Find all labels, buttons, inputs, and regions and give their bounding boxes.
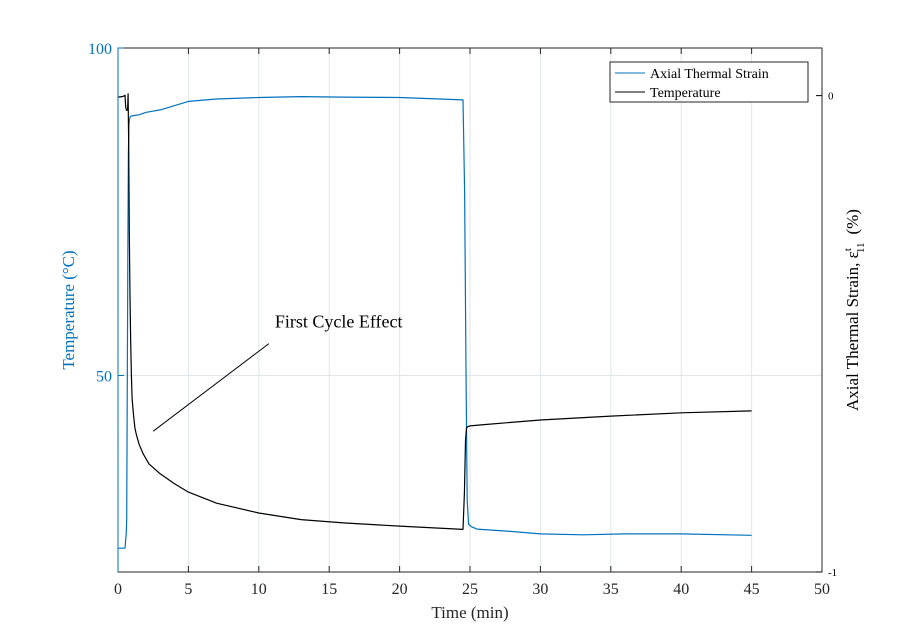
y-axis-label-right: Axial Thermal Strain, εt11 (%) xyxy=(842,209,867,411)
legend-label-temperature: Temperature xyxy=(650,86,721,101)
y-axis-label-left: Temperature (°C) xyxy=(59,250,78,369)
y-axis-label-right-main: Axial Thermal Strain, ε xyxy=(843,251,862,411)
axis-ticks: 0 5 10 15 20 25 30 35 40 45 50 50 100 0 -1 xyxy=(88,41,837,598)
x-tick-label: 25 xyxy=(462,581,478,598)
x-tick-label: 0 xyxy=(114,581,122,598)
plot-series xyxy=(117,93,752,549)
legend-box xyxy=(609,61,809,103)
series-line-temperature xyxy=(117,93,752,530)
x-tick-label: 45 xyxy=(744,581,760,598)
x-axis-label: Time (min) xyxy=(431,603,508,622)
x-tick-label: 15 xyxy=(321,581,337,598)
legend: Axial Thermal Strain Temperature xyxy=(609,61,809,103)
x-tick-label: 10 xyxy=(251,581,267,598)
annotation-arrow xyxy=(152,343,270,432)
series-line-strain xyxy=(118,96,752,549)
y-axis-label-right-sub: 11 xyxy=(855,243,867,254)
grid xyxy=(118,48,822,572)
annotation: First Cycle Effect xyxy=(152,312,403,432)
legend-label-strain: Axial Thermal Strain xyxy=(650,67,769,82)
x-tick-label: 50 xyxy=(814,581,830,598)
y-tick-label-right: 0 xyxy=(828,91,834,103)
x-tick-label: 20 xyxy=(392,581,408,598)
y-axis-label-right-sup: t xyxy=(842,248,854,251)
annotation-text: First Cycle Effect xyxy=(275,312,403,332)
y-tick-label-right: -1 xyxy=(828,567,837,579)
y-tick-label-left: 100 xyxy=(88,41,112,58)
x-tick-label: 35 xyxy=(603,581,619,598)
x-tick-label: 5 xyxy=(184,581,192,598)
x-tick-label: 30 xyxy=(532,581,548,598)
y-tick-label-left: 50 xyxy=(96,369,112,386)
x-tick-label: 40 xyxy=(673,581,689,598)
y-axis-label-right-unit: (%) xyxy=(843,209,862,234)
